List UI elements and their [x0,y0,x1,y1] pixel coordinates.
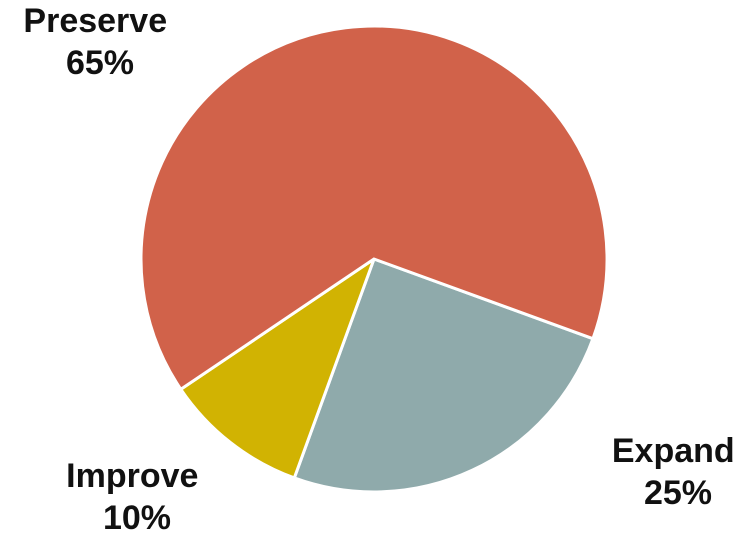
pie-slices [139,24,609,494]
slice-percent-preserve: 65% [66,44,134,82]
pie-slice-improve [178,255,377,480]
slice-percent-improve: 10% [103,499,171,537]
slice-name-expand: Expand [612,432,735,470]
pie-slice-expand [292,257,595,494]
pie-slice-preserve [139,24,609,392]
pie-labels: Preserve 65% Expand 25% Improve 10% [23,2,744,537]
slice-label-improve: Improve 10% [66,457,208,537]
slice-percent-expand: 25% [644,474,712,512]
slice-label-expand: Expand 25% [612,432,744,512]
slice-name-improve: Improve [66,457,198,495]
slice-name-preserve: Preserve [23,2,167,40]
slice-label-preserve: Preserve 65% [23,2,176,82]
